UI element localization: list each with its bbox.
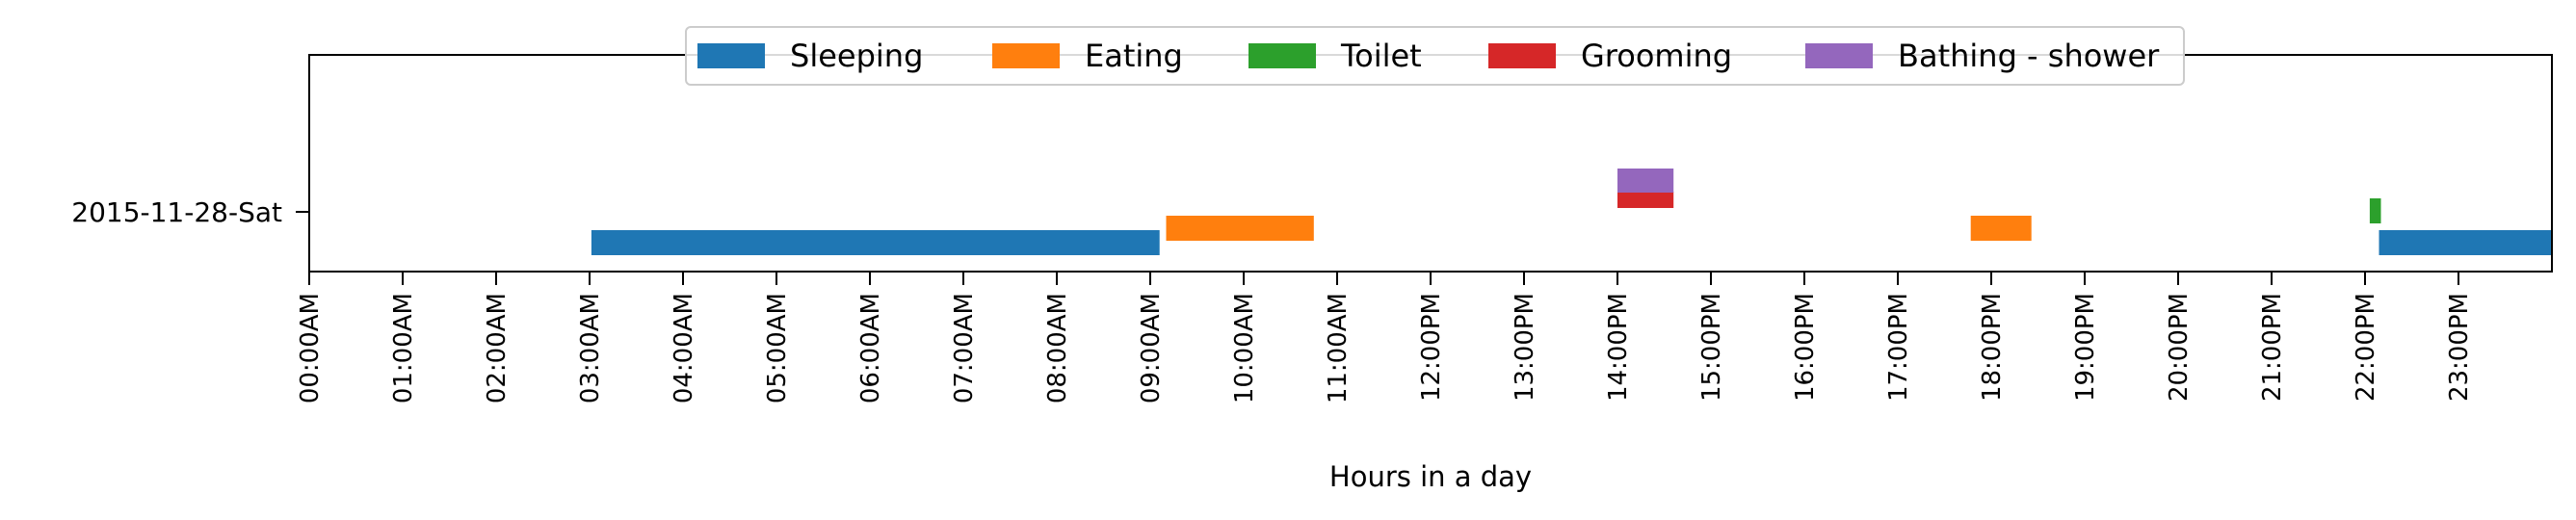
bar-eating-0	[1166, 216, 1314, 241]
legend-swatch	[992, 43, 1060, 68]
legend-box	[685, 26, 2185, 86]
x-tick-label: 13:00PM	[1511, 293, 1539, 402]
x-tick-label: 10:00AM	[1230, 293, 1259, 403]
x-tick-label: 21:00PM	[2258, 293, 2287, 402]
bar-bathing-shower-0	[1617, 169, 1674, 193]
legend-swatch	[1488, 43, 1556, 68]
x-tick-label: 20:00PM	[2165, 293, 2194, 402]
x-tick-label: 03:00AM	[576, 293, 605, 403]
x-tick-label: 04:00AM	[670, 293, 698, 403]
x-tick-label: 00:00AM	[296, 293, 325, 403]
legend-label: Bathing - shower	[1898, 38, 2160, 74]
activity-bars	[591, 169, 2552, 255]
x-tick-label: 14:00PM	[1604, 293, 1633, 402]
legend-swatch	[697, 43, 765, 68]
x-tick-label: 22:00PM	[2352, 293, 2380, 402]
legend-label: Sleeping	[790, 38, 923, 74]
legend: Sleeping Eating Toilet Grooming Bathing - sh…	[685, 26, 2185, 86]
x-axis: 00:00AM 01:00AM 02:00AM 03:00AM 04:00AM 05:00…	[296, 272, 2474, 403]
x-tick-label: 01:00AM	[389, 293, 418, 403]
x-tick-label: 17:00PM	[1884, 293, 1913, 402]
x-tick-label: 09:00AM	[1137, 293, 1166, 403]
row-label: 2015-11-28-Sat	[71, 196, 282, 228]
x-tick-label: 23:00PM	[2445, 293, 2474, 402]
legend-label: Toilet	[1340, 38, 1422, 74]
legend-label: Grooming	[1581, 38, 1732, 74]
x-tick-label: 08:00AM	[1043, 293, 1072, 403]
x-tick-label: 05:00AM	[763, 293, 792, 403]
x-tick-label: 06:00AM	[856, 293, 885, 403]
x-tick-label: 02:00AM	[483, 293, 512, 403]
x-tick-label: 16:00PM	[1791, 293, 1820, 402]
bar-eating-1	[1970, 216, 2032, 241]
x-tick-label: 11:00AM	[1324, 293, 1353, 403]
legend-label: Eating	[1085, 38, 1183, 74]
bar-sleeping-1	[2379, 230, 2552, 255]
x-axis-label: Hours in a day	[1329, 460, 1532, 493]
x-tick-label: 12:00PM	[1417, 293, 1446, 402]
x-tick-label: 19:00PM	[2071, 293, 2100, 402]
bar-toilet-0	[2369, 198, 2381, 223]
legend-swatch	[1249, 43, 1316, 68]
x-tick-label: 07:00AM	[950, 293, 979, 403]
legend-swatch	[1805, 43, 1873, 68]
bar-grooming-0	[1617, 192, 1674, 208]
y-axis: 2015-11-28-Sat	[71, 196, 309, 228]
x-tick-label: 18:00PM	[1978, 293, 2007, 402]
x-tick-label: 15:00PM	[1697, 293, 1726, 402]
bar-sleeping-0	[591, 230, 1160, 255]
